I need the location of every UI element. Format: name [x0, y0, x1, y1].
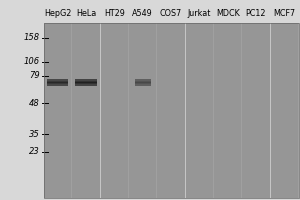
Bar [134, 83, 151, 84]
Bar [100, 23, 101, 198]
Bar [44, 23, 298, 198]
Bar [47, 83, 68, 84]
Bar [134, 81, 151, 82]
Text: HT29: HT29 [104, 9, 125, 18]
Text: 106: 106 [24, 57, 40, 66]
Text: PC12: PC12 [246, 9, 266, 18]
Text: MCF7: MCF7 [273, 9, 296, 18]
Bar [242, 23, 270, 198]
Text: 158: 158 [24, 33, 40, 42]
Bar [214, 23, 241, 198]
Text: 35: 35 [29, 130, 40, 139]
Bar [75, 82, 97, 83]
Bar [75, 84, 97, 86]
Bar [47, 79, 68, 81]
Bar [129, 23, 156, 198]
Text: 48: 48 [29, 99, 40, 108]
Text: MDCK: MDCK [216, 9, 239, 18]
Text: HeLa: HeLa [76, 9, 96, 18]
Bar [271, 23, 298, 198]
Bar [47, 81, 68, 82]
Text: A549: A549 [132, 9, 153, 18]
Bar [270, 23, 271, 198]
Bar [134, 84, 151, 86]
Bar [47, 84, 68, 86]
Bar [75, 79, 97, 81]
Bar [47, 82, 68, 83]
Bar [75, 81, 97, 82]
Bar [134, 79, 151, 81]
Bar [44, 23, 71, 198]
Bar [157, 23, 158, 198]
Bar [101, 23, 128, 198]
Bar [72, 23, 100, 198]
Bar [75, 83, 97, 84]
Bar [158, 23, 184, 198]
Bar [134, 82, 151, 83]
Text: COS7: COS7 [160, 9, 182, 18]
Bar [44, 23, 298, 198]
Text: 79: 79 [29, 71, 40, 80]
Text: 23: 23 [29, 147, 40, 156]
Bar [185, 23, 186, 198]
Bar [186, 23, 213, 198]
Bar [128, 23, 129, 198]
Text: HepG2: HepG2 [44, 9, 71, 18]
Text: Jurkat: Jurkat [188, 9, 211, 18]
